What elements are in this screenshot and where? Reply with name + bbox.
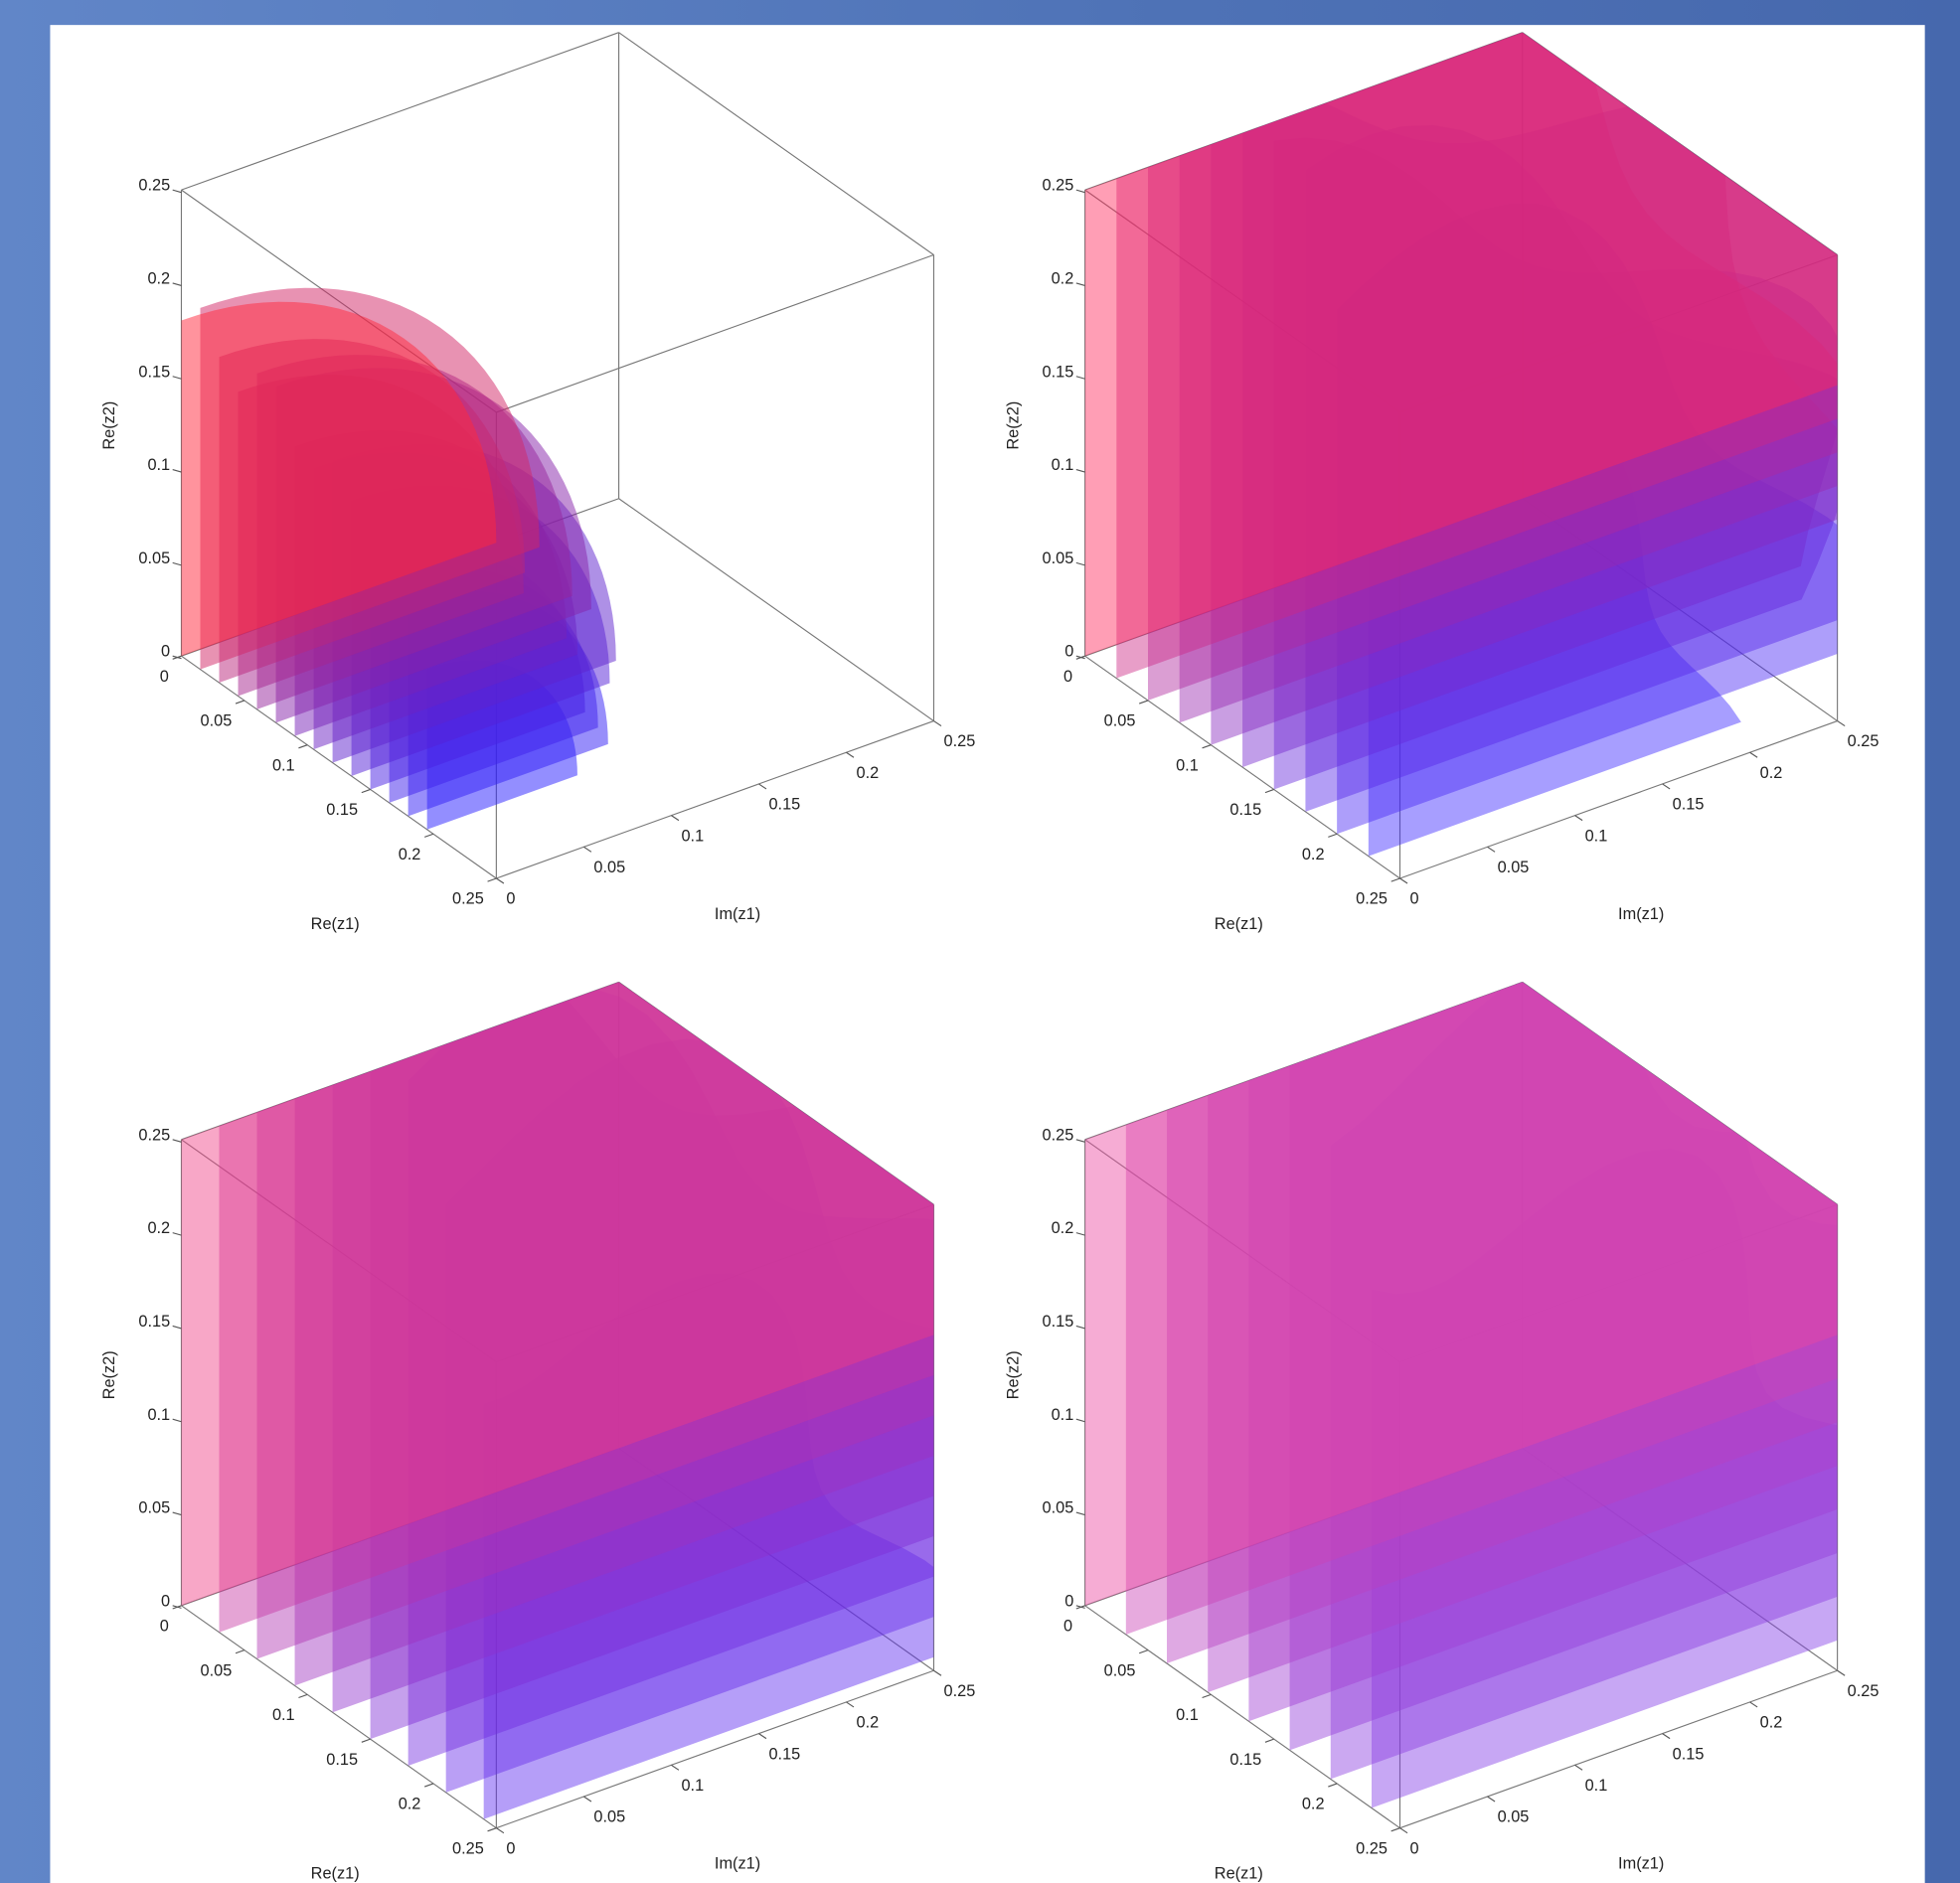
y-axis-label: Im(z1)	[715, 1854, 760, 1872]
z-tick-label: 0.25	[138, 177, 170, 195]
y-axis-label: Im(z1)	[1618, 1854, 1664, 1872]
y-tick-label: 0.25	[944, 1682, 976, 1700]
y-tick-label: 0.15	[1673, 796, 1705, 814]
x-tick-label: 0	[160, 1618, 169, 1636]
z-tick-label: 0	[1064, 643, 1073, 661]
z-axis-label: Re(z2)	[1004, 401, 1022, 450]
z-tick-label: 0.1	[147, 456, 170, 474]
z-tick-label: 0.25	[1043, 177, 1074, 195]
x-tick-label: 0.25	[1356, 1839, 1388, 1857]
y-tick-label: 0	[506, 1839, 515, 1857]
x-tick-label: 0	[160, 668, 169, 686]
y-tick-label: 0.05	[1498, 859, 1530, 876]
y-axis-label: Im(z1)	[715, 905, 760, 923]
y-tick-label: 0.1	[1585, 1777, 1608, 1795]
y-tick-label: 0.05	[593, 859, 625, 876]
x-axis-label: Re(z1)	[1215, 915, 1263, 933]
z-tick-label: 0.05	[138, 1499, 170, 1517]
x-tick-label: 0.15	[1229, 801, 1261, 819]
x-tick-label: 0.05	[1104, 712, 1136, 730]
x-tick-label: 0.2	[1302, 846, 1325, 863]
x-tick-label: 0	[1063, 668, 1072, 686]
x-tick-label: 0.1	[1176, 1706, 1199, 1724]
x-tick-label: 0.2	[399, 846, 421, 863]
z-axis-label: Re(z2)	[100, 401, 118, 450]
z-tick-label: 0.25	[1043, 1126, 1074, 1144]
y-tick-label: 0.25	[1848, 732, 1879, 750]
x-axis-label: Re(z1)	[311, 1865, 360, 1883]
y-tick-label: 0.2	[857, 764, 880, 782]
y-tick-label: 0.15	[768, 1745, 800, 1763]
x-axis-label: Re(z1)	[1215, 1865, 1263, 1883]
y-tick-label: 0.25	[1848, 1682, 1879, 1700]
z-tick-label: 0.2	[1052, 1219, 1074, 1237]
z-tick-label: 0.2	[1052, 269, 1074, 287]
x-tick-label: 0.25	[452, 1839, 484, 1857]
z-tick-label: 0.1	[147, 1406, 170, 1424]
y-tick-label: 0.1	[681, 827, 704, 845]
x-tick-label: 0.2	[1302, 1796, 1325, 1813]
y-tick-label: 0.25	[944, 732, 976, 750]
y-tick-label: 0.2	[1760, 764, 1783, 782]
y-tick-label: 0.05	[593, 1808, 625, 1826]
y-tick-label: 0.1	[1585, 827, 1608, 845]
x-tick-label: 0.1	[272, 756, 295, 774]
y-tick-label: 0.15	[1673, 1745, 1705, 1763]
z-axis-label: Re(z2)	[1004, 1350, 1022, 1399]
x-tick-label: 0.25	[452, 890, 484, 908]
x-tick-label: 0.1	[1176, 756, 1199, 774]
z-axis-label: Re(z2)	[100, 1350, 118, 1399]
y-tick-label: 0	[1410, 890, 1419, 908]
x-tick-label: 0.05	[201, 712, 233, 730]
page: {"chart_data": [ {"type": "surface3d", "…	[0, 0, 1960, 1883]
z-tick-label: 0.05	[1043, 549, 1074, 567]
x-tick-label: 0	[1063, 1618, 1072, 1636]
y-tick-label: 0	[506, 890, 515, 908]
x-axis-label: Re(z1)	[311, 915, 360, 933]
x-tick-label: 0.05	[1104, 1661, 1136, 1679]
z-tick-label: 0.15	[1043, 363, 1074, 381]
y-tick-label: 0.1	[681, 1777, 704, 1795]
y-axis-label: Im(z1)	[1618, 905, 1664, 923]
y-tick-label: 0.05	[1498, 1808, 1530, 1826]
x-tick-label: 0.2	[399, 1796, 421, 1813]
z-tick-label: 0.1	[1052, 456, 1074, 474]
z-tick-label: 0.05	[138, 549, 170, 567]
x-tick-label: 0.15	[1229, 1751, 1261, 1769]
x-tick-label: 0.15	[326, 801, 358, 819]
y-tick-label: 0.2	[857, 1714, 880, 1732]
y-tick-label: 0.15	[768, 796, 800, 814]
x-tick-label: 0.05	[201, 1661, 233, 1679]
figure: 0 0.05 0.1 0.15 0.2 0.25 0 0.05 0.1 0.15 0.2 0.25 0 0…	[0, 0, 1960, 1883]
y-tick-label: 0.2	[1760, 1714, 1783, 1732]
x-tick-label: 0.15	[326, 1751, 358, 1769]
z-tick-label: 0.15	[138, 1313, 170, 1331]
z-tick-label: 0.15	[138, 363, 170, 381]
x-tick-label: 0.1	[272, 1706, 295, 1724]
z-tick-label: 0.1	[1052, 1406, 1074, 1424]
z-tick-label: 0.15	[1043, 1313, 1074, 1331]
z-tick-label: 0.05	[1043, 1499, 1074, 1517]
z-tick-label: 0	[161, 1592, 170, 1610]
z-tick-label: 0.25	[138, 1126, 170, 1144]
x-tick-label: 0.25	[1356, 890, 1388, 908]
z-tick-label: 0	[161, 643, 170, 661]
z-tick-label: 0.2	[147, 269, 170, 287]
z-tick-label: 0.2	[147, 1219, 170, 1237]
z-tick-label: 0	[1064, 1592, 1073, 1610]
y-tick-label: 0	[1410, 1839, 1419, 1857]
